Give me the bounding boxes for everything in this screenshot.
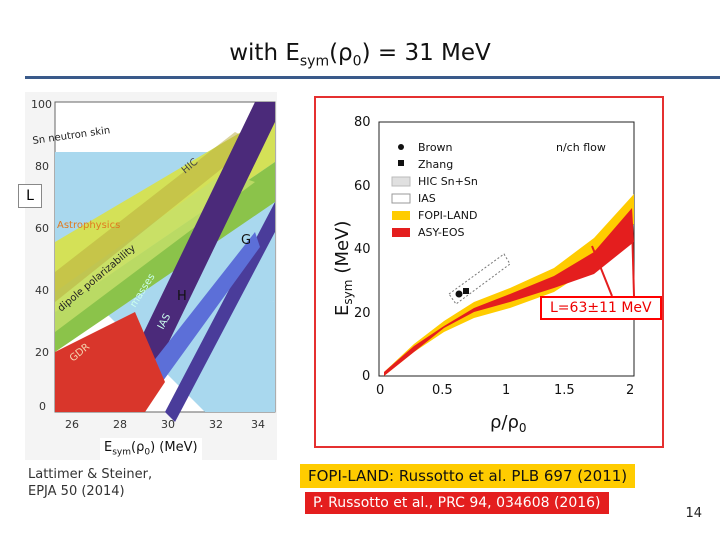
svg-text:40: 40 <box>354 242 371 257</box>
svg-text:1.5: 1.5 <box>554 383 575 398</box>
svg-text:0: 0 <box>376 383 384 398</box>
svg-text:100: 100 <box>31 98 52 111</box>
svg-text:2: 2 <box>626 383 634 398</box>
svg-text:0: 0 <box>362 369 370 384</box>
ias-box <box>448 253 511 305</box>
page-number: 14 <box>685 506 702 521</box>
svg-text:30: 30 <box>161 418 175 431</box>
svg-text:20: 20 <box>35 346 49 359</box>
asy-eos-reference: P. Russotto et al., PRC 94, 034608 (2016… <box>305 492 609 514</box>
title-divider <box>25 76 720 79</box>
svg-text:80: 80 <box>35 160 49 173</box>
svg-text:HIC Sn+Sn: HIC Sn+Sn <box>418 175 478 188</box>
hic-band <box>115 102 275 412</box>
flow-label: n/ch flow <box>556 141 606 154</box>
right-esym-chart: 80 60 40 20 0 0 0.5 1 1.5 2 Esym(MeV) ρ/… <box>314 96 664 448</box>
svg-text:FOPI-LAND: FOPI-LAND <box>418 209 477 222</box>
svg-text:32: 32 <box>209 418 223 431</box>
y-axis-label-main: E <box>332 305 353 316</box>
gdr-region <box>55 312 165 412</box>
left-x-axis-label: Esym(ρ0) (MeV) <box>100 438 202 460</box>
svg-text:ρ/ρ0: ρ/ρ0 <box>490 412 527 435</box>
l-value-badge: L=63±11 MeV <box>540 296 662 320</box>
svg-text:28: 28 <box>113 418 127 431</box>
svg-text:Brown: Brown <box>418 141 453 154</box>
svg-text:Esym(MeV): Esym(MeV) <box>332 221 355 316</box>
brown-point <box>455 290 463 298</box>
svg-text:H: H <box>177 289 187 304</box>
svg-text:Zhang: Zhang <box>418 158 453 171</box>
svg-text:26: 26 <box>65 418 79 431</box>
svg-text:0.5: 0.5 <box>432 383 453 398</box>
svg-text:G: G <box>241 233 251 248</box>
svg-text:80: 80 <box>354 115 371 130</box>
zhang-point <box>463 288 469 294</box>
slide-title: with Esym(ρ0) = 31 MeV <box>229 40 491 70</box>
svg-text:Astrophysics: Astrophysics <box>57 220 120 231</box>
l-axis-label: L <box>18 184 42 208</box>
masses-band <box>145 232 260 392</box>
fopi-reference: FOPI-LAND: Russotto et al. PLB 697 (2011… <box>300 464 636 488</box>
svg-text:IAS: IAS <box>418 192 436 205</box>
svg-text:ASY-EOS: ASY-EOS <box>418 226 464 239</box>
svg-text:20: 20 <box>354 306 371 321</box>
x-axis-label: ρ/ρ <box>490 412 519 433</box>
svg-text:1: 1 <box>502 383 510 398</box>
svg-text:60: 60 <box>354 179 371 194</box>
left-constraint-chart: 100 80 60 40 20 0 26 28 30 32 34 Sn neut… <box>25 92 277 460</box>
left-citation: Lattimer & Steiner, EPJA 50 (2014) <box>28 467 153 499</box>
svg-text:40: 40 <box>35 284 49 297</box>
svg-text:34: 34 <box>251 418 265 431</box>
chart-legend: Brown Zhang HIC Sn+Sn IAS FOPI-LAND ASY-… <box>391 141 606 239</box>
fopi-land-band <box>384 194 634 376</box>
svg-text:0: 0 <box>39 400 46 413</box>
svg-text:60: 60 <box>35 222 49 235</box>
